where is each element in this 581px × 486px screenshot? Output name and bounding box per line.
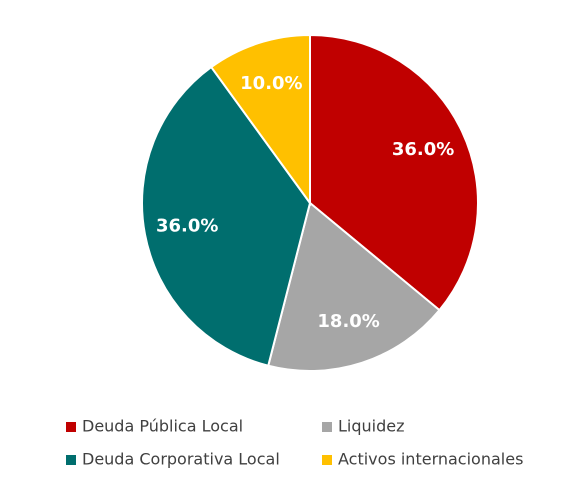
- legend-swatch: [322, 422, 332, 432]
- legend-swatch: [322, 455, 332, 465]
- legend-label: Activos internacionales: [338, 450, 523, 469]
- pie-slice: [267, 201, 441, 372]
- pie-slice: [209, 33, 311, 207]
- data-label: 10.0%: [240, 73, 302, 94]
- pie-slice: [141, 65, 312, 367]
- legend-label: Liquidez: [338, 417, 405, 436]
- data-label: 36.0%: [156, 215, 218, 236]
- legend-label: Deuda Corporativa Local: [82, 450, 280, 469]
- legend-swatch: [66, 455, 76, 465]
- legend-label: Deuda Pública Local: [82, 417, 243, 436]
- data-label: 36.0%: [392, 139, 454, 160]
- legend-swatch: [66, 422, 76, 432]
- data-label: 18.0%: [317, 311, 379, 332]
- pie-slice: [309, 33, 479, 312]
